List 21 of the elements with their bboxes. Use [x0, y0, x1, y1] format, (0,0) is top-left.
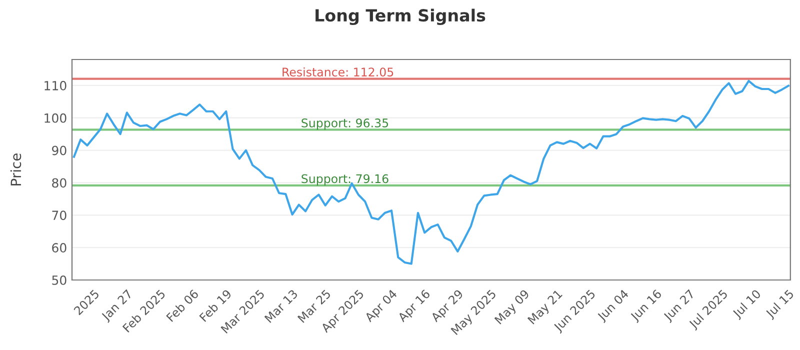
ref-line-label: Resistance: 112.05 [282, 67, 394, 77]
y-tick-label: 80 [52, 178, 66, 188]
y-tick-label: 100 [44, 113, 66, 123]
x-tick-label: Apr 16 [397, 289, 432, 324]
x-tick-label: Jun 16 [630, 289, 664, 324]
y-tick-label: 70 [52, 210, 66, 220]
x-tick-label: Apr 04 [364, 288, 400, 324]
x-tick-label: Jul 15 [764, 289, 796, 320]
x-tick-label: Mar 13 [264, 289, 298, 323]
chart-title: Long Term Signals [316, 8, 486, 26]
y-tick-label: 60 [52, 243, 66, 252]
y-axis-title: Price [10, 154, 22, 186]
x-tick-label: Jun 04 [596, 288, 631, 324]
x-tick-label: Feb 06 [166, 288, 199, 322]
y-tick-label: 90 [52, 146, 66, 156]
y-tick-label: 50 [52, 275, 66, 285]
ref-line-label: Support: 96.35 [302, 118, 388, 130]
line-series [72, 80, 790, 265]
x-tick-label: Jul 10 [732, 288, 763, 320]
ref-line-label: Support: 79.16 [302, 174, 388, 186]
y-tick-label: 110 [44, 80, 66, 90]
